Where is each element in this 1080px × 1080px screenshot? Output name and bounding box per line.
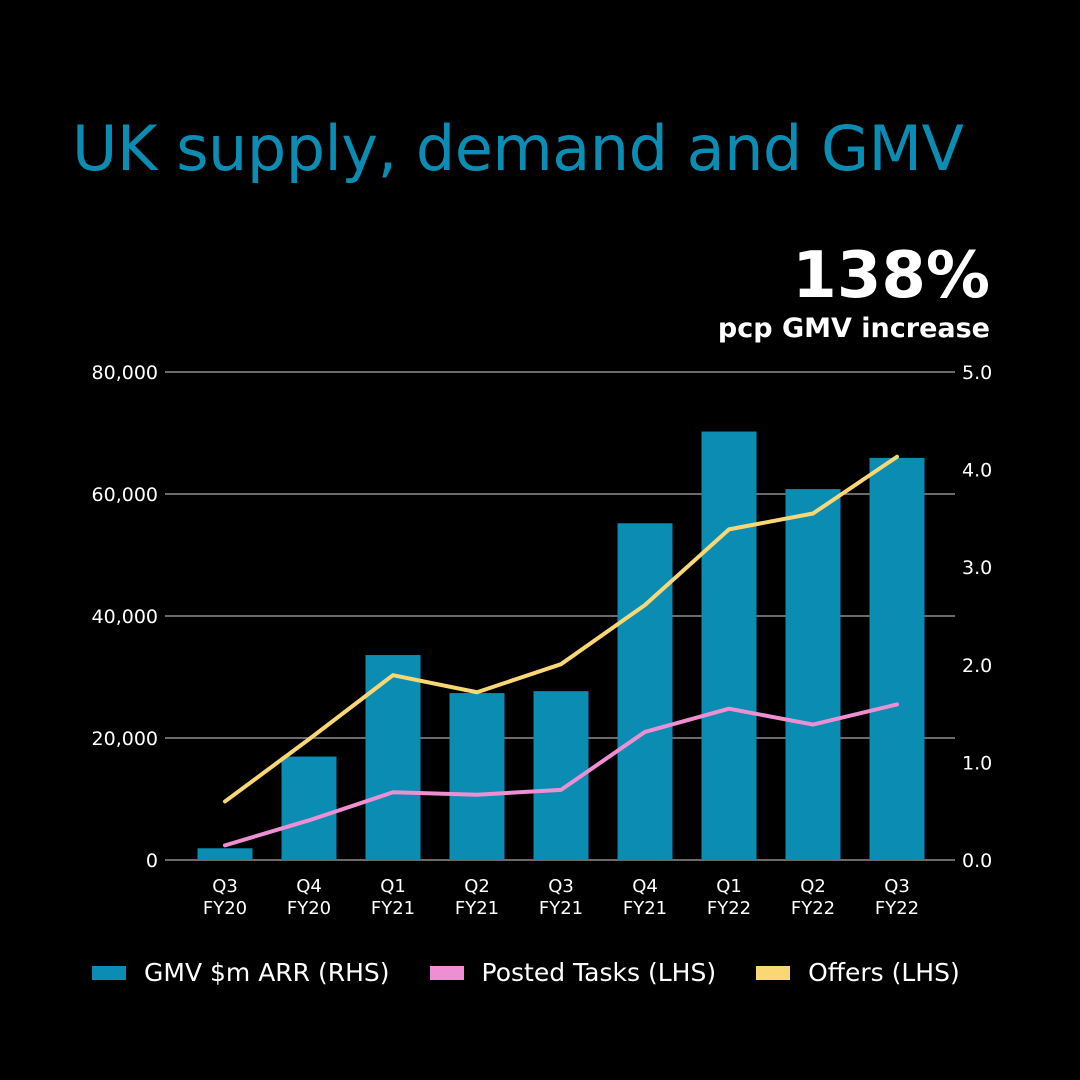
legend-item-gmv: GMV $m ARR (RHS) xyxy=(92,958,390,987)
left-axis-tick-label: 0 xyxy=(146,850,158,872)
right-axis-tick-label: 0.0 xyxy=(962,850,992,872)
chart-title: UK supply, demand and GMV xyxy=(72,112,964,185)
x-axis-tick-label-year: FY22 xyxy=(875,898,919,919)
gmv-bar xyxy=(701,431,757,860)
legend-label-offers: Offers (LHS) xyxy=(808,958,960,987)
x-axis-tick-label-year: FY22 xyxy=(707,898,751,919)
right-axis-tick-label: 5.0 xyxy=(962,362,992,384)
right-axis-tick-label: 2.0 xyxy=(962,655,992,677)
x-axis-tick-label-year: FY21 xyxy=(371,898,415,919)
x-axis-tick-label-year: FY21 xyxy=(455,898,499,919)
x-axis-tick-label-quarter: Q3 xyxy=(548,876,574,897)
x-axis-tick-label-year: FY21 xyxy=(623,898,667,919)
chart-legend: GMV $m ARR (RHS) Posted Tasks (LHS) Offe… xyxy=(92,958,960,987)
left-axis-tick-label: 60,000 xyxy=(92,484,158,506)
kpi-value: 138% xyxy=(792,239,990,313)
gmv-bar xyxy=(197,848,253,860)
legend-swatch-gmv xyxy=(92,965,126,980)
x-axis-tick-label-quarter: Q4 xyxy=(632,876,658,897)
left-axis-tick-label: 20,000 xyxy=(92,728,158,750)
offers-line xyxy=(223,454,899,804)
posted-tasks-line xyxy=(223,702,899,848)
legend-item-posted-tasks: Posted Tasks (LHS) xyxy=(429,958,717,987)
x-axis-tick-label-year: FY21 xyxy=(539,898,583,919)
x-axis-tick-label-quarter: Q1 xyxy=(716,876,742,897)
legend-label-posted-tasks: Posted Tasks (LHS) xyxy=(481,958,717,987)
gmv-bar xyxy=(281,756,337,860)
x-axis-tick-label-quarter: Q3 xyxy=(884,876,910,897)
gmv-bar xyxy=(449,693,505,860)
kpi-label: pcp GMV increase xyxy=(717,313,990,344)
x-axis-tick-label-quarter: Q2 xyxy=(800,876,826,897)
right-axis-tick-label: 4.0 xyxy=(962,460,992,482)
gmv-bar xyxy=(365,655,421,860)
gmv-bar xyxy=(785,489,841,860)
x-axis-tick-label-quarter: Q1 xyxy=(380,876,406,897)
right-axis-tick-label: 3.0 xyxy=(962,557,992,579)
legend-label-gmv: GMV $m ARR (RHS) xyxy=(144,958,390,987)
left-axis-tick-label: 80,000 xyxy=(92,362,158,384)
x-axis-tick-label-quarter: Q4 xyxy=(296,876,322,897)
legend-swatch-posted-tasks xyxy=(429,965,464,980)
x-axis-tick-label-quarter: Q3 xyxy=(212,876,238,897)
gmv-bar xyxy=(869,457,925,860)
gmv-bar xyxy=(617,523,673,860)
left-axis-tick-label: 40,000 xyxy=(92,606,158,628)
x-axis-tick-label-year: FY20 xyxy=(287,898,331,919)
legend-swatch-offers xyxy=(756,965,791,980)
x-axis-tick-label-quarter: Q2 xyxy=(464,876,490,897)
right-axis-tick-label: 1.0 xyxy=(962,752,992,774)
legend-item-offers: Offers (LHS) xyxy=(756,958,960,987)
x-axis-tick-label-year: FY22 xyxy=(791,898,835,919)
x-axis-tick-label-year: FY20 xyxy=(203,898,247,919)
kpi-callout: 138% pcp GMV increase xyxy=(718,240,990,346)
